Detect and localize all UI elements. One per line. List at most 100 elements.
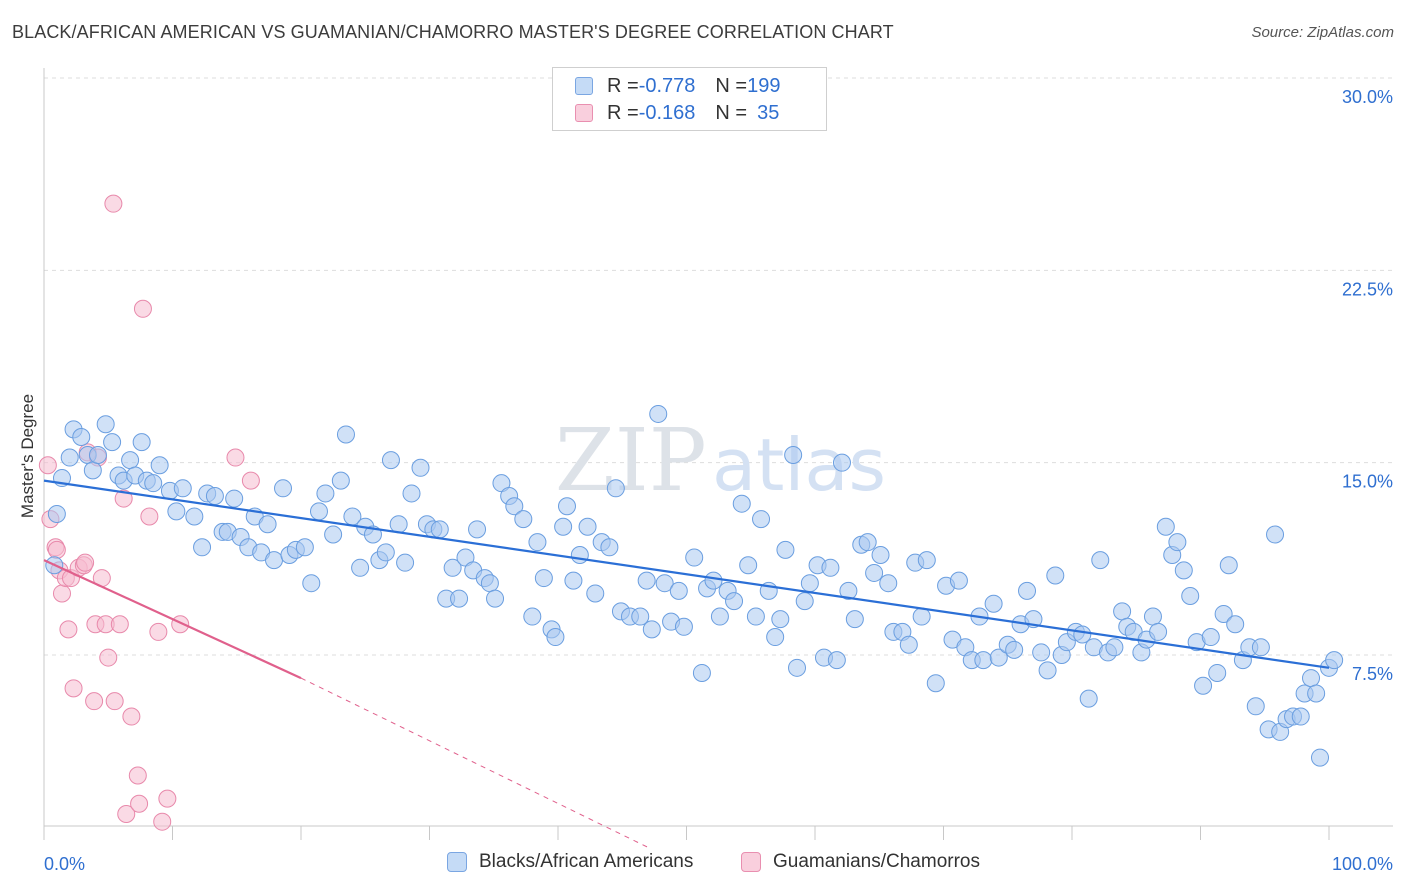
data-point-black: [1156, 517, 1175, 536]
data-point-black: [554, 517, 573, 536]
data-point-black: [376, 543, 395, 562]
data-point-guamanian: [52, 584, 71, 603]
data-point-black: [692, 663, 711, 682]
data-point-black: [402, 484, 421, 503]
data-point-black: [72, 428, 91, 447]
data-point-black: [795, 592, 814, 611]
data-point-black: [949, 571, 968, 590]
data-point-guamanian: [140, 507, 159, 526]
data-point-black: [821, 558, 840, 577]
trend-line-guamanians-extension: [300, 677, 649, 848]
data-point-black: [704, 571, 723, 590]
data-point-guamanian: [85, 692, 104, 711]
legend-swatch-pink: [575, 104, 593, 122]
data-point-black: [1032, 643, 1051, 662]
data-point-black: [225, 489, 244, 508]
y-tick-label: 22.5%: [1342, 279, 1393, 299]
data-point-black: [776, 540, 795, 559]
data-point-black: [295, 538, 314, 557]
data-point-black: [788, 658, 807, 677]
legend-item-blacks: Blacks/African Americans: [447, 851, 693, 873]
data-point-black: [912, 607, 931, 626]
data-point-black: [766, 628, 785, 647]
data-point-guamanian: [149, 622, 168, 641]
y-tick-label: 15.0%: [1342, 472, 1393, 492]
data-point-black: [586, 584, 605, 603]
data-point-black: [351, 558, 370, 577]
x-axis-ticks: [43, 826, 1330, 840]
legend-n-value: 199: [747, 74, 781, 97]
data-point-black: [564, 571, 583, 590]
data-point-black: [331, 471, 350, 490]
legend-r-label: R =: [607, 101, 639, 124]
data-point-black: [725, 592, 744, 611]
data-point-black: [486, 589, 505, 608]
series-legend: Blacks/African Americans Guamanians/Cham…: [0, 851, 1406, 879]
data-point-guamanian: [130, 794, 149, 813]
data-point-black: [752, 510, 771, 529]
data-point-black: [1174, 561, 1193, 580]
y-tick-label: 30.0%: [1342, 87, 1393, 107]
data-point-black: [771, 610, 790, 629]
data-point-guamanian: [122, 707, 141, 726]
data-point-black: [1105, 638, 1124, 657]
data-point-black: [1302, 669, 1321, 688]
data-point-black: [578, 517, 597, 536]
data-point-black: [800, 574, 819, 593]
data-point-black: [316, 484, 335, 503]
data-point-black: [839, 581, 858, 600]
data-point-guamanian: [64, 679, 83, 698]
data-point-black: [1194, 676, 1213, 695]
data-point-black: [570, 545, 589, 564]
data-point-black: [1181, 587, 1200, 606]
data-point-guamanian: [153, 812, 172, 831]
legend-n-label: N =: [715, 74, 748, 97]
data-point-black: [1226, 615, 1245, 634]
legend-swatch-blue: [447, 852, 467, 872]
data-point-black: [173, 479, 192, 498]
data-point-black: [1091, 551, 1110, 570]
data-point-black: [450, 589, 469, 608]
data-point-black: [631, 607, 650, 626]
data-point-black: [637, 571, 656, 590]
data-point-black: [1113, 602, 1132, 621]
data-point-guamanian: [128, 766, 147, 785]
data-point-black: [302, 574, 321, 593]
data-point-black: [974, 651, 993, 670]
trend-lines: [43, 479, 1330, 848]
data-point-black: [917, 551, 936, 570]
data-point-black: [523, 607, 542, 626]
data-point-black: [871, 545, 890, 564]
x-tick-labels: 0.0% 100.0%: [44, 854, 1393, 874]
legend-row-blacks: R = -0.778 N = 199: [575, 73, 780, 99]
data-point-black: [865, 563, 884, 582]
data-point-black: [845, 610, 864, 629]
data-point-guamanian: [105, 692, 124, 711]
data-point-black: [1201, 628, 1220, 647]
legend-n-label: N =: [715, 101, 748, 124]
watermark-zip: ZIP: [555, 411, 707, 511]
data-point-black: [514, 510, 533, 529]
data-point-black: [1143, 607, 1162, 626]
y-tick-labels: 7.5% 15.0% 22.5% 30.0%: [1342, 87, 1393, 684]
data-point-black: [858, 533, 877, 552]
data-point-black: [1038, 661, 1057, 680]
data-point-guamanian: [117, 804, 136, 823]
data-point-black: [1307, 684, 1326, 703]
data-point-black: [534, 569, 553, 588]
data-point-guamanian: [114, 489, 133, 508]
data-point-black: [832, 453, 851, 472]
data-point-black: [685, 548, 704, 567]
legend-r-value: -0.168: [638, 101, 696, 124]
chart-title: BLACK/AFRICAN AMERICAN VS GUAMANIAN/CHAM…: [12, 22, 894, 42]
chart-source: Source: ZipAtlas.com: [1251, 24, 1394, 41]
data-point-black: [336, 425, 355, 444]
data-point-guamanian: [110, 615, 129, 634]
x-tick-label-right: 100.0%: [1332, 854, 1393, 874]
data-point-black: [88, 445, 107, 464]
data-point-black: [649, 404, 668, 423]
axes: [43, 68, 1393, 827]
data-point-black: [324, 525, 343, 544]
data-point-black: [669, 581, 688, 600]
